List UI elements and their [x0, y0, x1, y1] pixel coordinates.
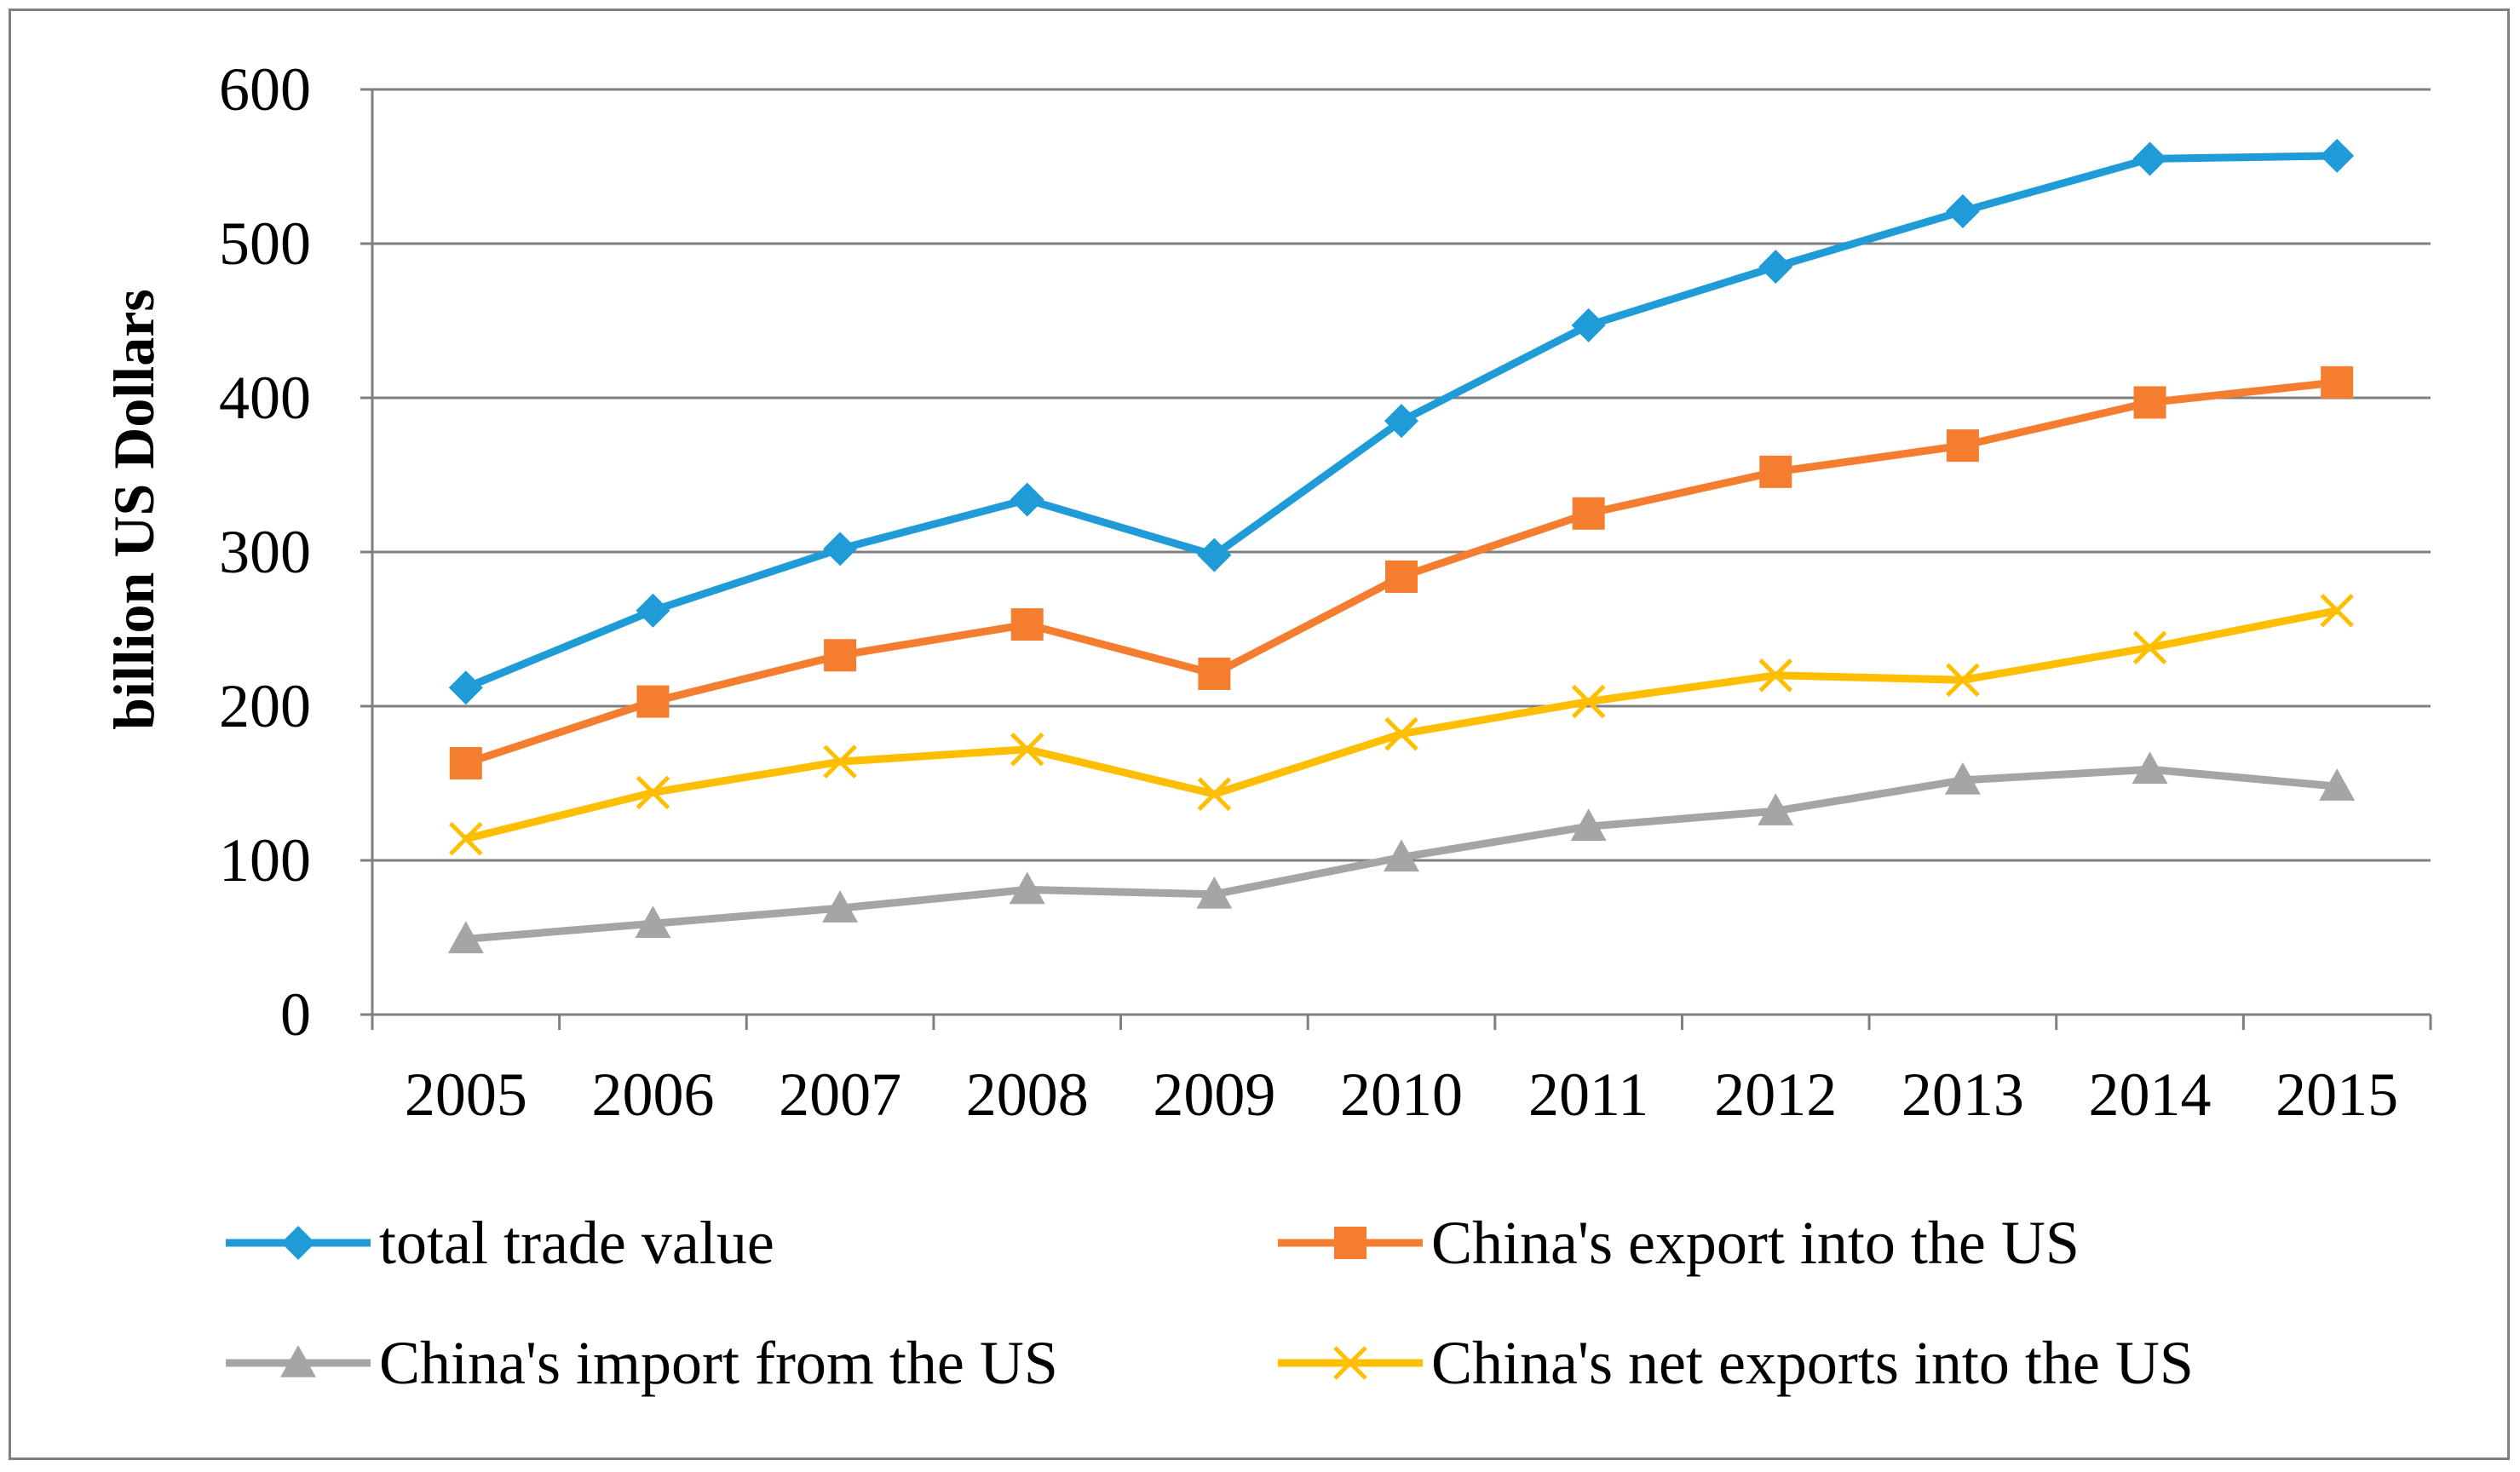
- data-point: [635, 906, 671, 939]
- x-tick-label: 2010: [1340, 1061, 1463, 1129]
- legend-marker: [1333, 1346, 1367, 1380]
- data-point: [1944, 762, 1981, 795]
- series-0: [448, 138, 2355, 705]
- data-point: [1759, 455, 1792, 488]
- data-point: [1384, 404, 1418, 439]
- data-point: [1010, 482, 1044, 517]
- series-1: [449, 365, 2354, 779]
- data-point: [1197, 538, 1232, 572]
- data-point: [2132, 141, 2167, 176]
- x-tick-label: 2009: [1153, 1061, 1275, 1129]
- data-point: [2133, 386, 2166, 419]
- data-point: [1384, 839, 1419, 872]
- chart-frame: [9, 9, 2510, 1460]
- y-axis-label: billion US Dollars: [101, 289, 166, 730]
- data-point: [824, 639, 857, 672]
- data-point: [2319, 768, 2356, 801]
- y-tick-label: 200: [219, 672, 311, 740]
- x-tick-label: 2012: [1714, 1061, 1837, 1129]
- data-point: [447, 921, 484, 954]
- data-point: [449, 746, 482, 779]
- data-point: [2132, 751, 2168, 785]
- x-tick-label: 2005: [405, 1061, 527, 1129]
- legend-marker: [281, 1226, 315, 1260]
- data-point: [823, 532, 858, 566]
- data-point: [1946, 429, 1979, 463]
- data-point: [636, 775, 670, 810]
- data-point: [1571, 308, 1606, 342]
- y-tick-label: 400: [219, 364, 311, 432]
- data-point: [1945, 193, 1980, 228]
- data-point: [2320, 138, 2355, 173]
- series-layer: [447, 138, 2356, 954]
- gridlines: [372, 88, 2431, 862]
- series-3: [449, 594, 2354, 856]
- legend-item: China's import from the US: [226, 1329, 1058, 1397]
- x-tick-label: 2011: [1528, 1061, 1648, 1129]
- x-tick-label: 2008: [966, 1061, 1089, 1129]
- data-point: [636, 685, 670, 718]
- data-point: [2132, 630, 2167, 664]
- x-tick-label: 2007: [779, 1061, 901, 1129]
- axes: [360, 88, 2431, 1016]
- y-tick-label: 600: [219, 55, 311, 124]
- legend: total trade value China's export into the…: [226, 1209, 2194, 1397]
- series-line: [464, 607, 2339, 843]
- y-tick-label: 0: [280, 980, 311, 1049]
- y-tick-label: 300: [219, 518, 311, 586]
- data-point: [1196, 876, 1233, 909]
- data-point: [2320, 594, 2354, 628]
- data-point: [1572, 497, 1605, 530]
- legend-label: China's import from the US: [379, 1329, 1058, 1397]
- data-point: [1758, 250, 1793, 285]
- data-point: [1758, 658, 1793, 693]
- data-point: [822, 890, 859, 923]
- legend-item: China's net exports into the US: [1278, 1329, 2194, 1397]
- data-point: [1198, 657, 1231, 690]
- data-point: [1946, 663, 1980, 697]
- data-point: [1010, 732, 1044, 767]
- data-point: [448, 670, 483, 705]
- data-point: [2321, 365, 2354, 399]
- data-point: [1758, 793, 1794, 825]
- legend-label: China's net exports into the US: [1431, 1329, 2194, 1397]
- x-tick-label: 2006: [591, 1061, 714, 1129]
- data-point: [1010, 608, 1044, 641]
- legend-marker: [280, 1345, 316, 1377]
- legend-item: total trade value: [226, 1209, 774, 1277]
- data-point: [1571, 684, 1606, 719]
- y-tick-label: 100: [219, 826, 311, 894]
- data-point: [449, 821, 483, 856]
- y-tick-label: 500: [219, 210, 311, 278]
- x-tick-label: 2013: [1902, 1061, 2024, 1129]
- x-axis-ticks: 2005 2006 2007 2008 2009 2010 2011 2012 2013 2014…: [371, 1015, 2432, 1129]
- data-point: [1385, 560, 1418, 593]
- data-point: [1384, 716, 1418, 751]
- data-point: [823, 745, 857, 779]
- legend-marker: [1334, 1227, 1366, 1259]
- series-2: [447, 751, 2356, 954]
- data-point: [1197, 777, 1232, 811]
- legend-label: total trade value: [379, 1209, 774, 1277]
- legend-item: China's export into the US: [1278, 1209, 2080, 1277]
- x-tick-label: 2014: [2089, 1061, 2212, 1129]
- data-point: [1570, 808, 1607, 841]
- legend-label: China's export into the US: [1431, 1209, 2080, 1277]
- data-point: [636, 593, 670, 628]
- x-tick-label: 2015: [2275, 1061, 2398, 1129]
- data-point: [1009, 871, 1045, 905]
- y-axis-ticks: 0 100 200 300 400 500 600: [219, 55, 311, 1049]
